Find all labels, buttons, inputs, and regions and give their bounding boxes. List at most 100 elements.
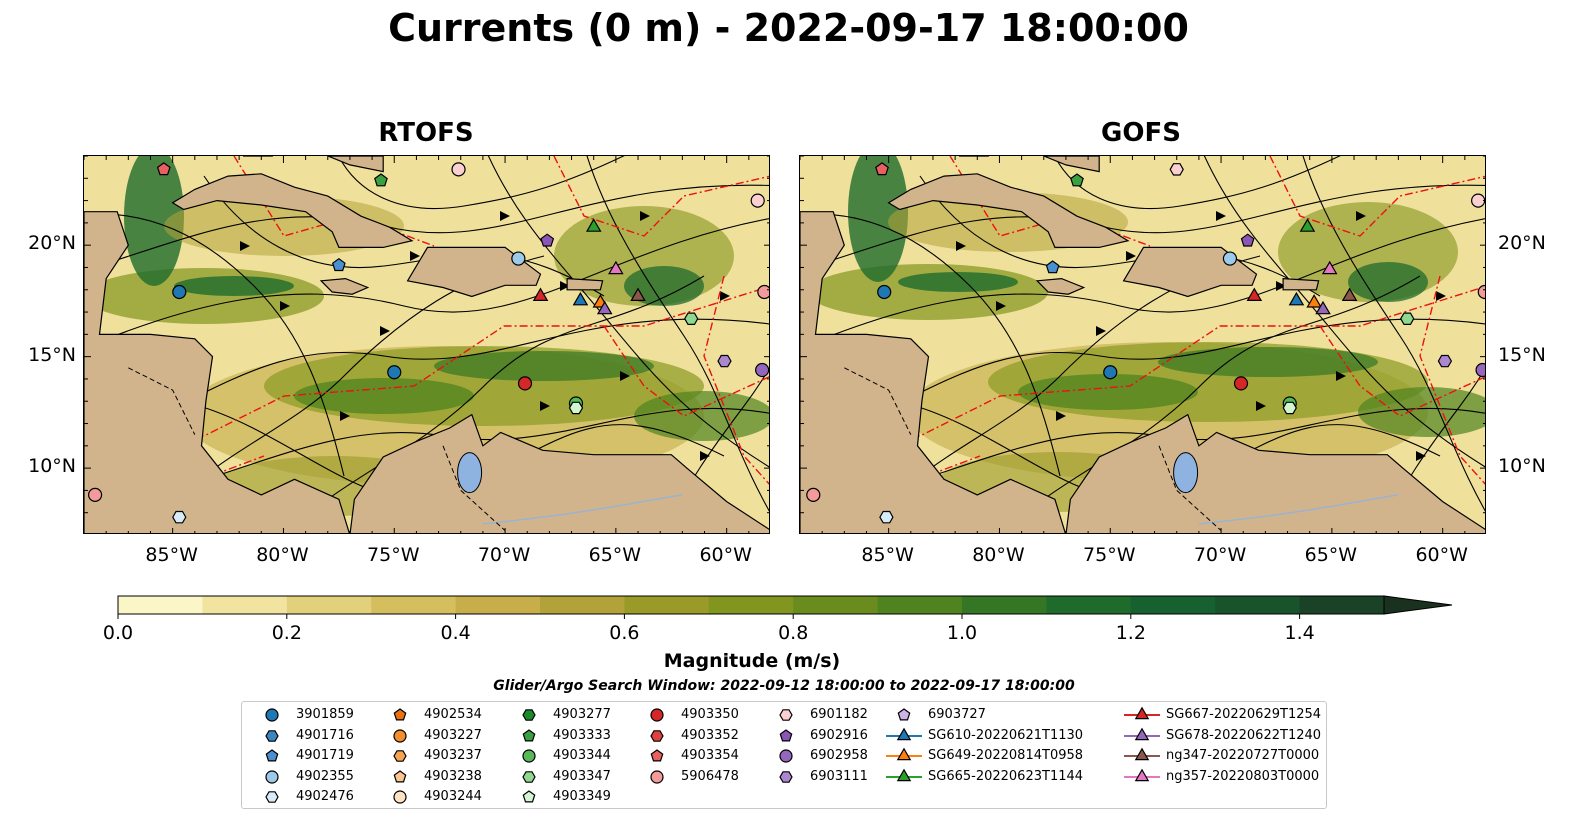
search-window-caption: Glider/Argo Search Window: 2022-09-12 18… (493, 678, 1075, 694)
colorbar-tick-label: 1.0 (946, 622, 978, 644)
legend-marker (522, 749, 536, 763)
legend-marker-icon (779, 728, 793, 741)
platform-marker (1321, 260, 1338, 275)
legend-marker-icon (265, 708, 279, 722)
streamline-arrow (956, 241, 966, 251)
streamline (84, 213, 345, 477)
platform-marker (87, 487, 103, 502)
legend-marker (650, 769, 664, 784)
legend-marker (896, 768, 912, 781)
streamline-arrow (380, 326, 390, 336)
streamline-arrow (1126, 251, 1136, 261)
colorbar-tick-label: 0.6 (609, 622, 640, 644)
colorbar-segment (624, 596, 710, 614)
colorbar-tick-label: 0.2 (271, 622, 302, 644)
legend-marker-icon (650, 769, 664, 784)
streamline-arrow (1436, 291, 1446, 301)
map-panel-gofs[interactable] (799, 155, 1486, 534)
platform-marker (1299, 218, 1316, 232)
legend-marker-icon (393, 790, 407, 804)
streamline-arrow (720, 291, 730, 301)
platform-marker (172, 510, 187, 524)
lon-label: 80°W (256, 544, 309, 566)
lon-label: 85°W (145, 544, 198, 566)
platform-marker (1282, 401, 1297, 415)
streamline-arrow (996, 301, 1006, 311)
legend-marker-icon (1124, 747, 1160, 761)
legend-label: 4903354 (681, 748, 739, 763)
current-magnitude-patch (1158, 347, 1378, 377)
legend-label: 6902916 (810, 727, 868, 743)
streamline-arrow (1276, 281, 1286, 291)
legend-marker-icon (265, 769, 279, 784)
current-magnitude-patch (1358, 387, 1485, 437)
legend-marker (393, 750, 407, 762)
platform-marker (1475, 362, 1485, 378)
legend-marker (1134, 727, 1150, 740)
platform-marker (630, 287, 646, 301)
platform-marker (374, 173, 388, 187)
eez-boundary (553, 156, 769, 237)
current-magnitude-patch (624, 266, 704, 306)
current-magnitude-patch (294, 378, 474, 414)
platform-marker (1341, 287, 1358, 301)
legend-marker (265, 708, 279, 722)
legend-marker-icon (650, 708, 664, 722)
legend-marker (1134, 747, 1150, 761)
legend-label: 4903344 (553, 748, 611, 763)
legend-label: ng357-20220803T0000 (1166, 768, 1320, 784)
colorbar-label: Magnitude (m/s) (663, 650, 841, 672)
colorbar-tick-label: 0.8 (778, 622, 809, 644)
platform-marker (1070, 173, 1084, 187)
streamline-arrow (1256, 401, 1266, 411)
lon-label: 75°W (1083, 544, 1136, 566)
colorbar-segment (1215, 596, 1301, 614)
streamline (487, 156, 769, 468)
legend-label: SG678-20220622T1240 (1166, 727, 1322, 743)
map-panel-rtofs[interactable] (83, 155, 770, 534)
legend-label: 4902476 (296, 789, 354, 804)
legend-marker-icon (522, 728, 536, 741)
platform-marker (540, 233, 555, 247)
colorbar-segment (118, 596, 203, 614)
legend-marker (650, 749, 664, 762)
legend-label: 4903333 (553, 727, 611, 743)
legend-label: 4903244 (424, 789, 482, 804)
eez-boundary (800, 285, 1485, 437)
legend-marker (265, 791, 279, 803)
platform-marker (1288, 291, 1305, 306)
colorbar-segment (1299, 596, 1385, 614)
streamline-arrow (620, 371, 630, 381)
legend-label: 4903238 (424, 768, 482, 784)
current-magnitude-patch (434, 351, 654, 381)
legend-label: 4903237 (424, 748, 482, 763)
platform-marker (608, 260, 624, 275)
streamline (1302, 156, 1485, 512)
land-south-america (349, 413, 769, 533)
legend-label: SG667-20220629T1254 (1166, 707, 1322, 722)
legend-label: 6903111 (810, 768, 868, 784)
lat-label: 10°N (1498, 455, 1546, 478)
panel-title-gofs: GOFS (1101, 118, 1181, 148)
streamline (203, 175, 605, 297)
lon-label: 70°W (1193, 544, 1247, 566)
legend-label: 5906478 (681, 768, 739, 784)
platform-marker (1477, 284, 1485, 300)
legend-label: 6903727 (928, 707, 986, 722)
streamline-arrow (410, 251, 420, 261)
colorbar-outline (117, 595, 1385, 615)
streamline (586, 156, 769, 512)
colorbar-tick-label: 1.2 (1115, 622, 1146, 644)
legend-marker-icon (522, 790, 536, 803)
platform-marker (572, 291, 589, 306)
streamline (800, 213, 1061, 477)
legend-marker-icon (265, 791, 279, 803)
legend-marker-icon (886, 747, 922, 761)
legend-marker-icon (886, 768, 922, 781)
legend-marker-icon (779, 749, 793, 763)
land-jamaica (1035, 277, 1086, 295)
figure-title: Currents (0 m) - 2022-09-17 18:00:00 (388, 6, 1189, 50)
legend-marker-icon (650, 729, 664, 742)
legend-marker-icon (393, 708, 407, 721)
lat-label: 15°N (28, 343, 76, 366)
